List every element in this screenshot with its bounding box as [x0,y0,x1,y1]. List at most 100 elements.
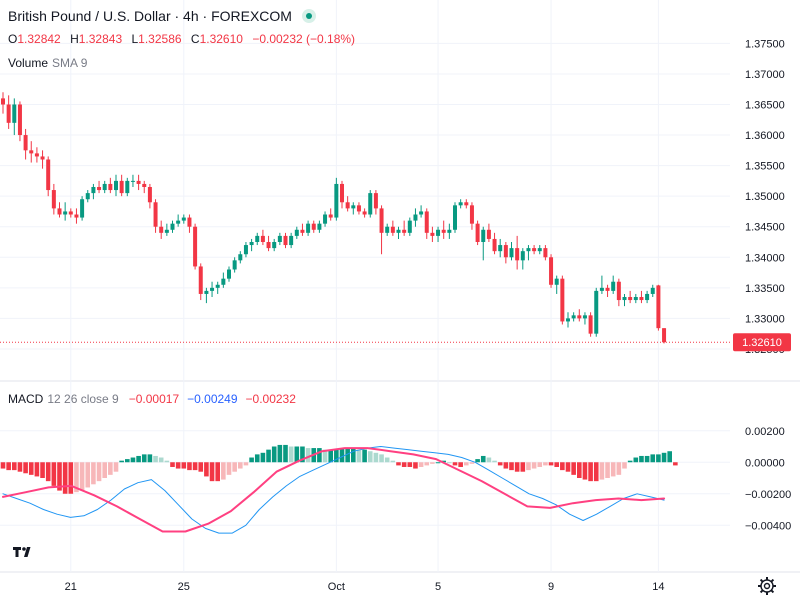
candle-body [430,232,435,236]
price-tick-label: 1.35500 [745,161,785,173]
macd-histogram-bar [390,460,396,463]
macd-histogram-bar [469,462,475,464]
price-tick-label: 1.36000 [745,130,785,142]
macd-histogram-bar [317,448,322,463]
candle-body [260,235,265,242]
time-tick-label: 5 [435,581,441,593]
macd-histogram-bar [526,462,531,471]
macd-histogram-bar [447,462,452,464]
macd-histogram-bar [17,462,23,472]
macd-line-value: −0.00249 [187,392,238,406]
macd-histogram-bar [509,462,514,471]
candle-body [215,284,220,288]
high-value: 1.32843 [78,32,123,46]
macd-histogram-bar [288,446,294,463]
candle-body [340,183,344,203]
symbol-title[interactable]: British Pound / U.S. Dollar · 4h · FOREX… [8,8,292,24]
macd-histogram-bar [181,462,187,469]
high-key: H [70,32,79,46]
candle-body [351,205,356,209]
macd-histogram-bar [158,457,164,463]
macd-histogram-bar [204,462,209,477]
macd-histogram-bar [339,448,345,463]
macd-histogram-bar [486,457,492,463]
candle-body [458,202,463,206]
macd-histogram-bar [616,462,622,475]
low-key: L [131,32,139,46]
open-key: O [8,32,18,46]
macd-histogram-bar [554,462,559,467]
candle-body [34,153,39,157]
macd-histogram-bar [130,457,136,463]
time-tick-label: 14 [652,581,664,593]
macd-histogram-bar [384,457,390,463]
macd-histogram-bar [209,462,215,482]
candle-body [662,328,667,343]
candle-body [611,281,616,291]
time-tick-label: 25 [178,581,190,593]
candle-body [424,211,429,233]
candle-body [543,248,548,258]
candle-body [153,202,158,227]
candle-body [633,297,638,301]
macd-histogram-bar [356,449,362,463]
symbol-title-row[interactable]: British Pound / U.S. Dollar · 4h · FOREX… [8,8,316,24]
candle-body [294,229,299,236]
candle-body [12,104,17,123]
candle-body [29,150,34,154]
candle-body [571,315,576,319]
settings-gear-icon[interactable] [757,576,777,596]
candle-body [453,205,457,230]
candle-body [650,287,655,294]
macd-histogram-bar [40,462,45,478]
candle-body [622,297,627,301]
macd-histogram-bar [458,462,463,467]
macd-histogram-bar [51,462,57,486]
candle-body [114,180,118,191]
candle-body [447,229,452,233]
candle-body [594,290,599,334]
candle-body [407,220,412,233]
candle-body [311,223,316,230]
macd-histogram [0,444,678,494]
macd-histogram-bar [23,462,28,474]
macd-histogram-bar [322,449,328,463]
low-value: 1.32586 [138,32,182,46]
macd-histogram-bar [650,454,656,463]
candle-body [560,278,565,322]
ohlc-legend: O1.32842 H1.32843 L1.32586 C1.32610 −0.0… [8,32,361,46]
macd-histogram-bar [520,462,526,472]
macd-histogram-bar [413,462,418,469]
time-tick-label: Oct [328,581,345,593]
macd-histogram-bar [96,462,102,482]
macd-histogram-bar [543,462,548,466]
change-value: −0.00232 (−0.18%) [252,32,356,46]
candle-body [549,257,554,285]
macd-histogram-bar [430,462,435,464]
macd-histogram-bar [396,462,401,466]
macd-histogram-bar [136,455,141,463]
macd-legend[interactable]: MACD 12 26 close 9 −0.00017 −0.00249 −0.0023… [8,392,304,406]
tradingview-logo-icon[interactable] [8,538,40,566]
candle-body [396,229,401,233]
macd-histogram-bar [418,462,424,467]
candle-body [486,229,491,239]
macd-histogram-bar [102,462,107,478]
candle-body [582,315,587,319]
macd-histogram-bar [633,457,639,463]
candle-body [68,211,73,215]
candle-body [469,205,474,224]
macd-histogram-bar [627,460,633,463]
candle-body [243,245,248,255]
candle-body [97,187,102,191]
chart-axes: 1.37500 1.37000 1.36500 1.36000 1.35500 1.350… [0,38,791,593]
macd-histogram-bar [294,446,300,463]
candle-body [91,187,96,194]
macd-histogram-bar [260,452,266,463]
volume-legend[interactable]: Volume SMA 9 [8,56,87,70]
candle-body [85,193,90,200]
candle-body [255,235,260,242]
macd-histogram-bar [271,446,277,463]
macd-histogram-bar [424,462,430,466]
